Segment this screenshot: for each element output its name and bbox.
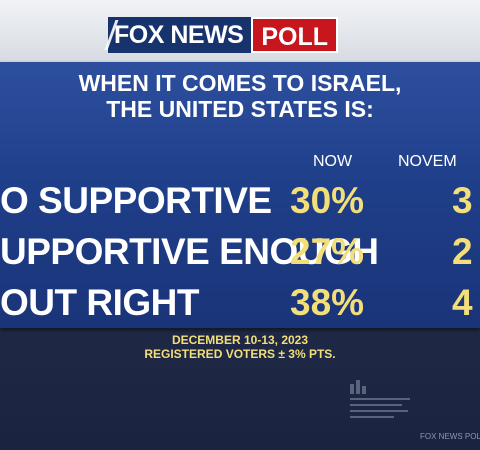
row-label-too-supportive: O SUPPORTIVE bbox=[0, 180, 272, 221]
watermark: FOX NEWS POLL bbox=[420, 432, 480, 441]
row-value-previous: 3 bbox=[452, 180, 473, 221]
row-value-now: 38% bbox=[290, 282, 365, 323]
logo-fox-text: FOX NEWS bbox=[114, 21, 244, 49]
row-value-previous: 4 bbox=[452, 282, 473, 323]
row-label-about-right: OUT RIGHT bbox=[0, 282, 199, 323]
column-header-previous: NOVEM bbox=[398, 153, 457, 170]
row-value-now: 27% bbox=[290, 231, 365, 272]
question-line-1: WHEN IT COMES TO ISRAEL, bbox=[78, 70, 402, 96]
row-label-not-supportive-enough: UPPORTIVE ENOUGH bbox=[0, 231, 379, 272]
row-value-previous: 2 bbox=[452, 231, 473, 272]
poll-sample: REGISTERED VOTERS ± 3% PTS. bbox=[144, 347, 336, 361]
logo-poll: POLL bbox=[251, 17, 339, 53]
background-decoration bbox=[350, 380, 410, 418]
row-value-now: 30% bbox=[290, 180, 365, 221]
poll-panel bbox=[0, 62, 480, 328]
column-header-now: NOW bbox=[313, 153, 353, 170]
fox-news-poll-logo: FOX NEWS POLL bbox=[104, 17, 339, 53]
question-line-2: THE UNITED STATES IS: bbox=[106, 96, 374, 122]
poll-dates: DECEMBER 10-13, 2023 bbox=[171, 333, 309, 347]
logo-fox-news: FOX NEWS bbox=[104, 17, 252, 53]
